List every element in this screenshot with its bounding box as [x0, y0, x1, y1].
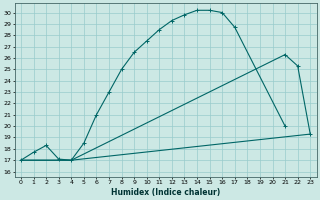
X-axis label: Humidex (Indice chaleur): Humidex (Indice chaleur)	[111, 188, 220, 197]
